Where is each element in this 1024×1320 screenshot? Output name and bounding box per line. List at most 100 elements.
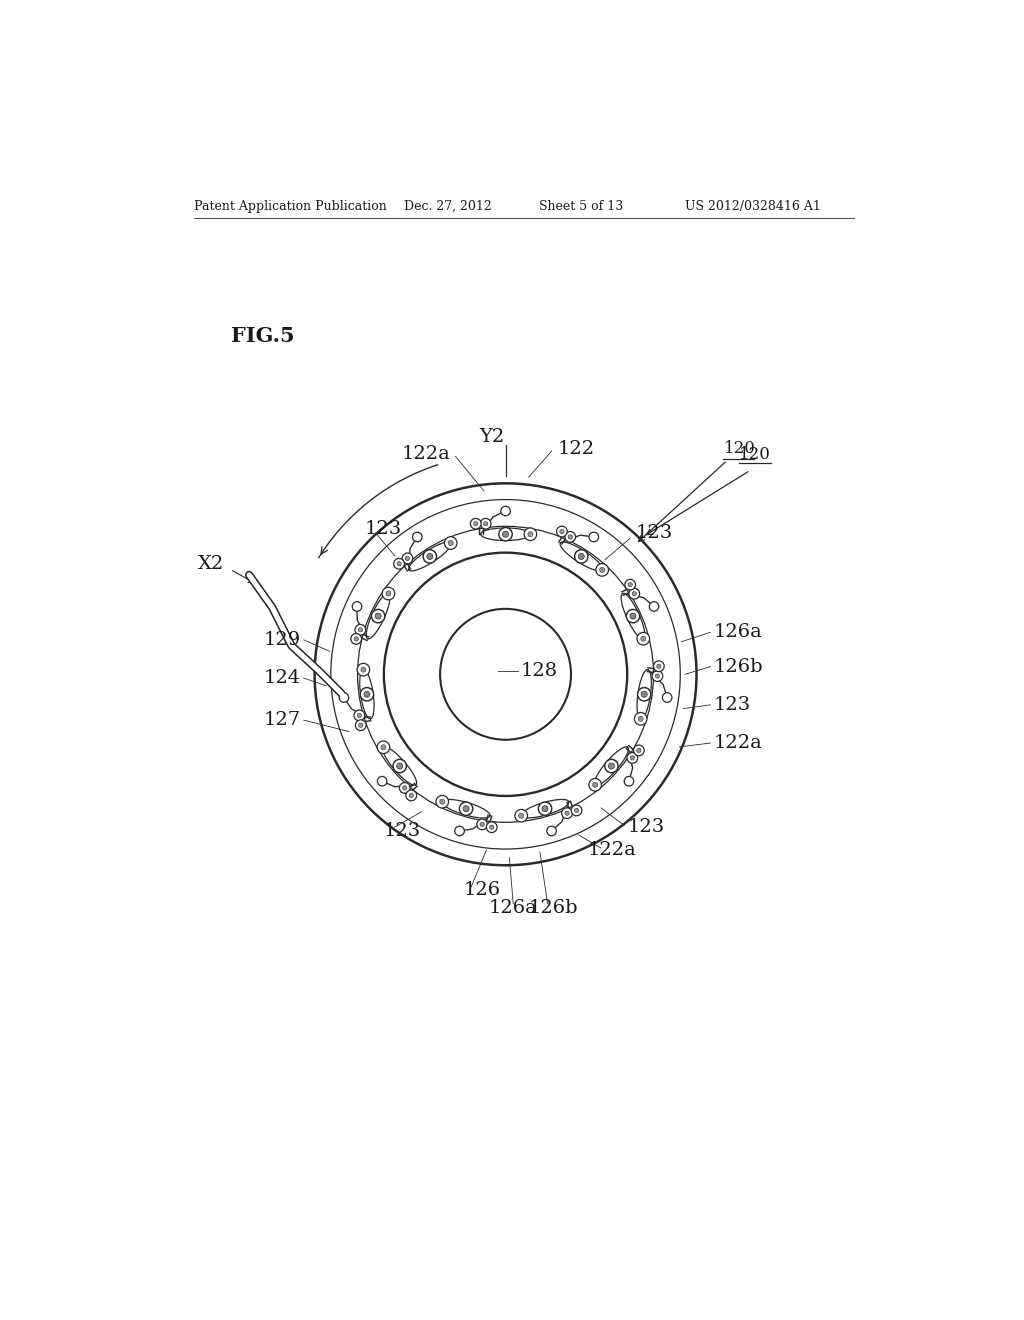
Circle shape: [355, 624, 366, 635]
Circle shape: [358, 628, 362, 632]
Circle shape: [503, 531, 509, 537]
Circle shape: [630, 612, 636, 619]
Text: 122: 122: [558, 440, 595, 458]
Text: X2: X2: [198, 554, 223, 573]
Text: US 2012/0328416 A1: US 2012/0328416 A1: [685, 199, 821, 213]
Polygon shape: [442, 800, 489, 818]
Circle shape: [568, 535, 572, 539]
Circle shape: [480, 519, 492, 529]
Circle shape: [557, 527, 567, 537]
Circle shape: [439, 799, 444, 804]
Circle shape: [499, 528, 512, 541]
Circle shape: [355, 719, 367, 730]
Circle shape: [629, 589, 640, 599]
Circle shape: [406, 791, 417, 801]
Circle shape: [600, 568, 605, 573]
Circle shape: [381, 744, 386, 750]
Circle shape: [515, 809, 527, 822]
Circle shape: [627, 610, 640, 623]
Circle shape: [562, 808, 572, 818]
Circle shape: [641, 692, 647, 697]
Circle shape: [477, 818, 487, 830]
Circle shape: [444, 537, 457, 549]
Text: Patent Application Publication: Patent Application Publication: [195, 199, 387, 213]
Circle shape: [637, 632, 649, 645]
Circle shape: [560, 529, 564, 533]
Circle shape: [402, 785, 407, 791]
Circle shape: [386, 591, 391, 597]
Circle shape: [652, 671, 663, 681]
Circle shape: [634, 744, 644, 756]
Circle shape: [357, 713, 361, 718]
Circle shape: [382, 587, 394, 599]
Text: 127: 127: [263, 711, 301, 729]
Polygon shape: [367, 594, 390, 639]
Circle shape: [480, 822, 484, 826]
Circle shape: [574, 808, 579, 813]
Text: 129: 129: [263, 631, 301, 649]
Polygon shape: [409, 543, 451, 570]
Circle shape: [436, 796, 449, 808]
Circle shape: [627, 752, 638, 763]
Text: 128: 128: [521, 663, 558, 680]
Circle shape: [656, 664, 660, 668]
Circle shape: [589, 532, 599, 541]
Circle shape: [483, 521, 487, 525]
Text: 124: 124: [263, 669, 301, 688]
Circle shape: [638, 688, 651, 701]
Circle shape: [589, 779, 601, 791]
Circle shape: [663, 693, 672, 702]
Polygon shape: [480, 528, 530, 540]
Circle shape: [460, 803, 473, 816]
Circle shape: [474, 521, 478, 525]
Circle shape: [596, 564, 608, 577]
Polygon shape: [560, 543, 602, 570]
Text: 126b: 126b: [528, 899, 579, 916]
Circle shape: [358, 723, 362, 727]
Circle shape: [455, 826, 464, 836]
Circle shape: [547, 826, 556, 836]
Circle shape: [489, 825, 494, 829]
Text: 126b: 126b: [714, 657, 763, 676]
Text: 122a: 122a: [588, 841, 637, 859]
Circle shape: [638, 717, 643, 721]
Circle shape: [486, 822, 497, 833]
Circle shape: [354, 636, 358, 642]
Polygon shape: [622, 594, 645, 639]
Text: 123: 123: [636, 524, 673, 543]
Text: Y2: Y2: [479, 428, 504, 446]
Circle shape: [628, 582, 632, 587]
Circle shape: [339, 693, 349, 702]
Circle shape: [360, 688, 374, 701]
Circle shape: [524, 528, 537, 540]
Circle shape: [406, 556, 410, 561]
Circle shape: [372, 610, 385, 623]
Circle shape: [637, 748, 641, 752]
Text: 122a: 122a: [714, 734, 762, 752]
Circle shape: [565, 810, 569, 816]
Circle shape: [463, 805, 469, 812]
Circle shape: [501, 507, 510, 516]
Circle shape: [571, 805, 582, 816]
Circle shape: [399, 783, 410, 793]
Polygon shape: [521, 800, 569, 818]
Text: 120: 120: [739, 446, 771, 462]
Circle shape: [352, 602, 361, 611]
Circle shape: [413, 532, 422, 541]
Circle shape: [396, 763, 402, 770]
Polygon shape: [637, 669, 651, 719]
Text: 123: 123: [628, 818, 665, 836]
Circle shape: [655, 675, 659, 678]
Circle shape: [354, 710, 365, 721]
Circle shape: [605, 759, 618, 772]
Circle shape: [364, 692, 370, 697]
Circle shape: [394, 558, 404, 569]
Circle shape: [574, 549, 588, 564]
Text: Dec. 27, 2012: Dec. 27, 2012: [403, 199, 492, 213]
Polygon shape: [595, 747, 629, 785]
Text: FIG.5: FIG.5: [230, 326, 294, 346]
Circle shape: [449, 540, 454, 545]
Circle shape: [470, 519, 481, 529]
Circle shape: [542, 805, 548, 812]
Circle shape: [397, 561, 401, 566]
